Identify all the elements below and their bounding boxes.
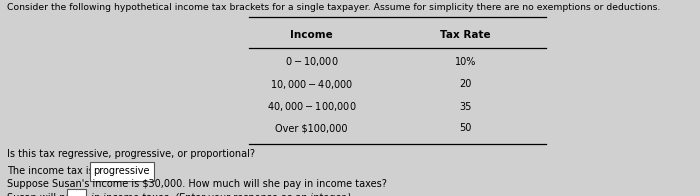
Text: in income taxes. (Enter your response as an integer.): in income taxes. (Enter your response as… bbox=[91, 193, 351, 196]
Text: Tax Rate: Tax Rate bbox=[440, 30, 491, 40]
Text: 35: 35 bbox=[459, 102, 472, 112]
Text: The income tax is: The income tax is bbox=[7, 166, 94, 177]
Text: 10%: 10% bbox=[455, 57, 476, 67]
FancyBboxPatch shape bbox=[90, 162, 154, 181]
Text: Consider the following hypothetical income tax brackets for a single taxpayer. A: Consider the following hypothetical inco… bbox=[7, 3, 660, 12]
Text: Susan will pay $: Susan will pay $ bbox=[7, 193, 87, 196]
Text: Suppose Susan's income is $30,000. How much will she pay in income taxes?: Suppose Susan's income is $30,000. How m… bbox=[7, 179, 387, 189]
Text: progressive: progressive bbox=[94, 166, 150, 177]
Text: 20: 20 bbox=[459, 79, 472, 89]
Text: $10,000-$40,000: $10,000-$40,000 bbox=[270, 78, 354, 91]
Text: Income: Income bbox=[290, 30, 333, 40]
Text: 50: 50 bbox=[459, 123, 472, 133]
Text: $40,000-$100,000: $40,000-$100,000 bbox=[267, 100, 356, 113]
Text: Is this tax regressive, progressive, or proportional?: Is this tax regressive, progressive, or … bbox=[7, 149, 255, 159]
Text: $0-$10,000: $0-$10,000 bbox=[285, 55, 338, 68]
FancyBboxPatch shape bbox=[66, 189, 86, 196]
Text: Over $100,000: Over $100,000 bbox=[275, 123, 348, 133]
